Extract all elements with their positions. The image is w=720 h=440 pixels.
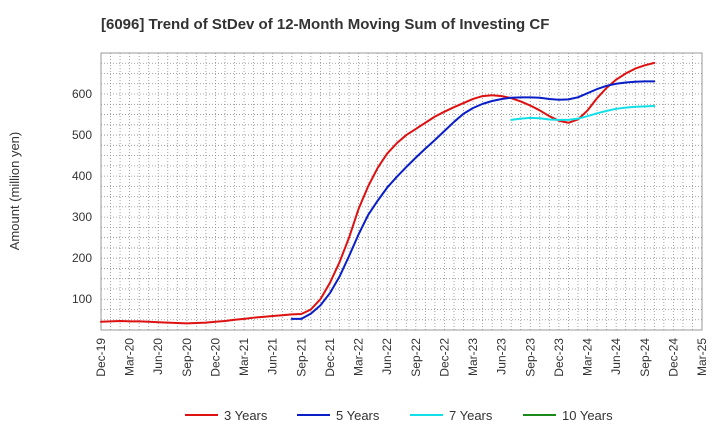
x-tick-label: Jun-21 (266, 338, 280, 375)
legend-label-7-years: 7 Years (449, 408, 493, 423)
x-tick-label: Jun-22 (380, 338, 394, 375)
series-line-5-years (290, 80, 656, 320)
x-tick-label: Mar-25 (695, 338, 709, 376)
x-tick-label: Dec-23 (552, 338, 566, 377)
x-tick-label: Mar-23 (466, 338, 480, 376)
x-tick-label: Dec-19 (94, 338, 108, 377)
x-tick-label: Mar-22 (352, 338, 366, 376)
x-tick-label: Sep-23 (523, 338, 537, 377)
x-tick-label: Jun-23 (495, 338, 509, 375)
legend-label-10-years: 10 Years (562, 408, 613, 423)
x-tick-label: Dec-22 (437, 338, 451, 377)
x-tick-label: Sep-24 (638, 338, 652, 377)
x-tick-label: Sep-22 (409, 338, 423, 377)
series-line-3-years (100, 61, 656, 325)
y-tick-label: 500 (72, 128, 92, 142)
plot-area (100, 52, 703, 331)
chart-title: [6096] Trend of StDev of 12-Month Moving… (101, 16, 549, 33)
x-tick-label: Jun-20 (151, 338, 165, 375)
x-tick-label: Mar-21 (237, 338, 251, 376)
x-tick-label: Dec-21 (323, 338, 337, 377)
x-tick-label: Sep-20 (180, 338, 194, 377)
grid (101, 53, 702, 330)
y-tick-label: 100 (72, 292, 92, 306)
y-tick-label: 400 (72, 169, 92, 183)
y-tick-label: 200 (72, 251, 92, 265)
y-axis-ticks: 100 200 300 400 500 600 (72, 87, 92, 306)
series-lines (100, 61, 656, 325)
y-tick-label: 600 (72, 87, 92, 101)
y-axis-label: Amount (million yen) (7, 132, 22, 251)
y-tick-label: 300 (72, 210, 92, 224)
x-tick-label: Mar-24 (581, 338, 595, 376)
x-tick-label: Sep-21 (294, 338, 308, 377)
x-axis-ticks: Dec-19 Mar-20 Jun-20 Sep-20 Dec-20 Mar-21 Jun-… (94, 338, 709, 377)
x-tick-label: Mar-20 (123, 338, 137, 376)
x-tick-label: Jun-24 (609, 338, 623, 375)
legend-label-5-years: 5 Years (336, 408, 380, 423)
x-tick-label: Dec-20 (208, 338, 222, 377)
legend-label-3-years: 3 Years (224, 408, 268, 423)
series-line-7-years (510, 104, 656, 121)
x-tick-label: Dec-24 (666, 338, 680, 377)
legend: 3 Years 5 Years 7 Years 10 Years (185, 408, 613, 423)
